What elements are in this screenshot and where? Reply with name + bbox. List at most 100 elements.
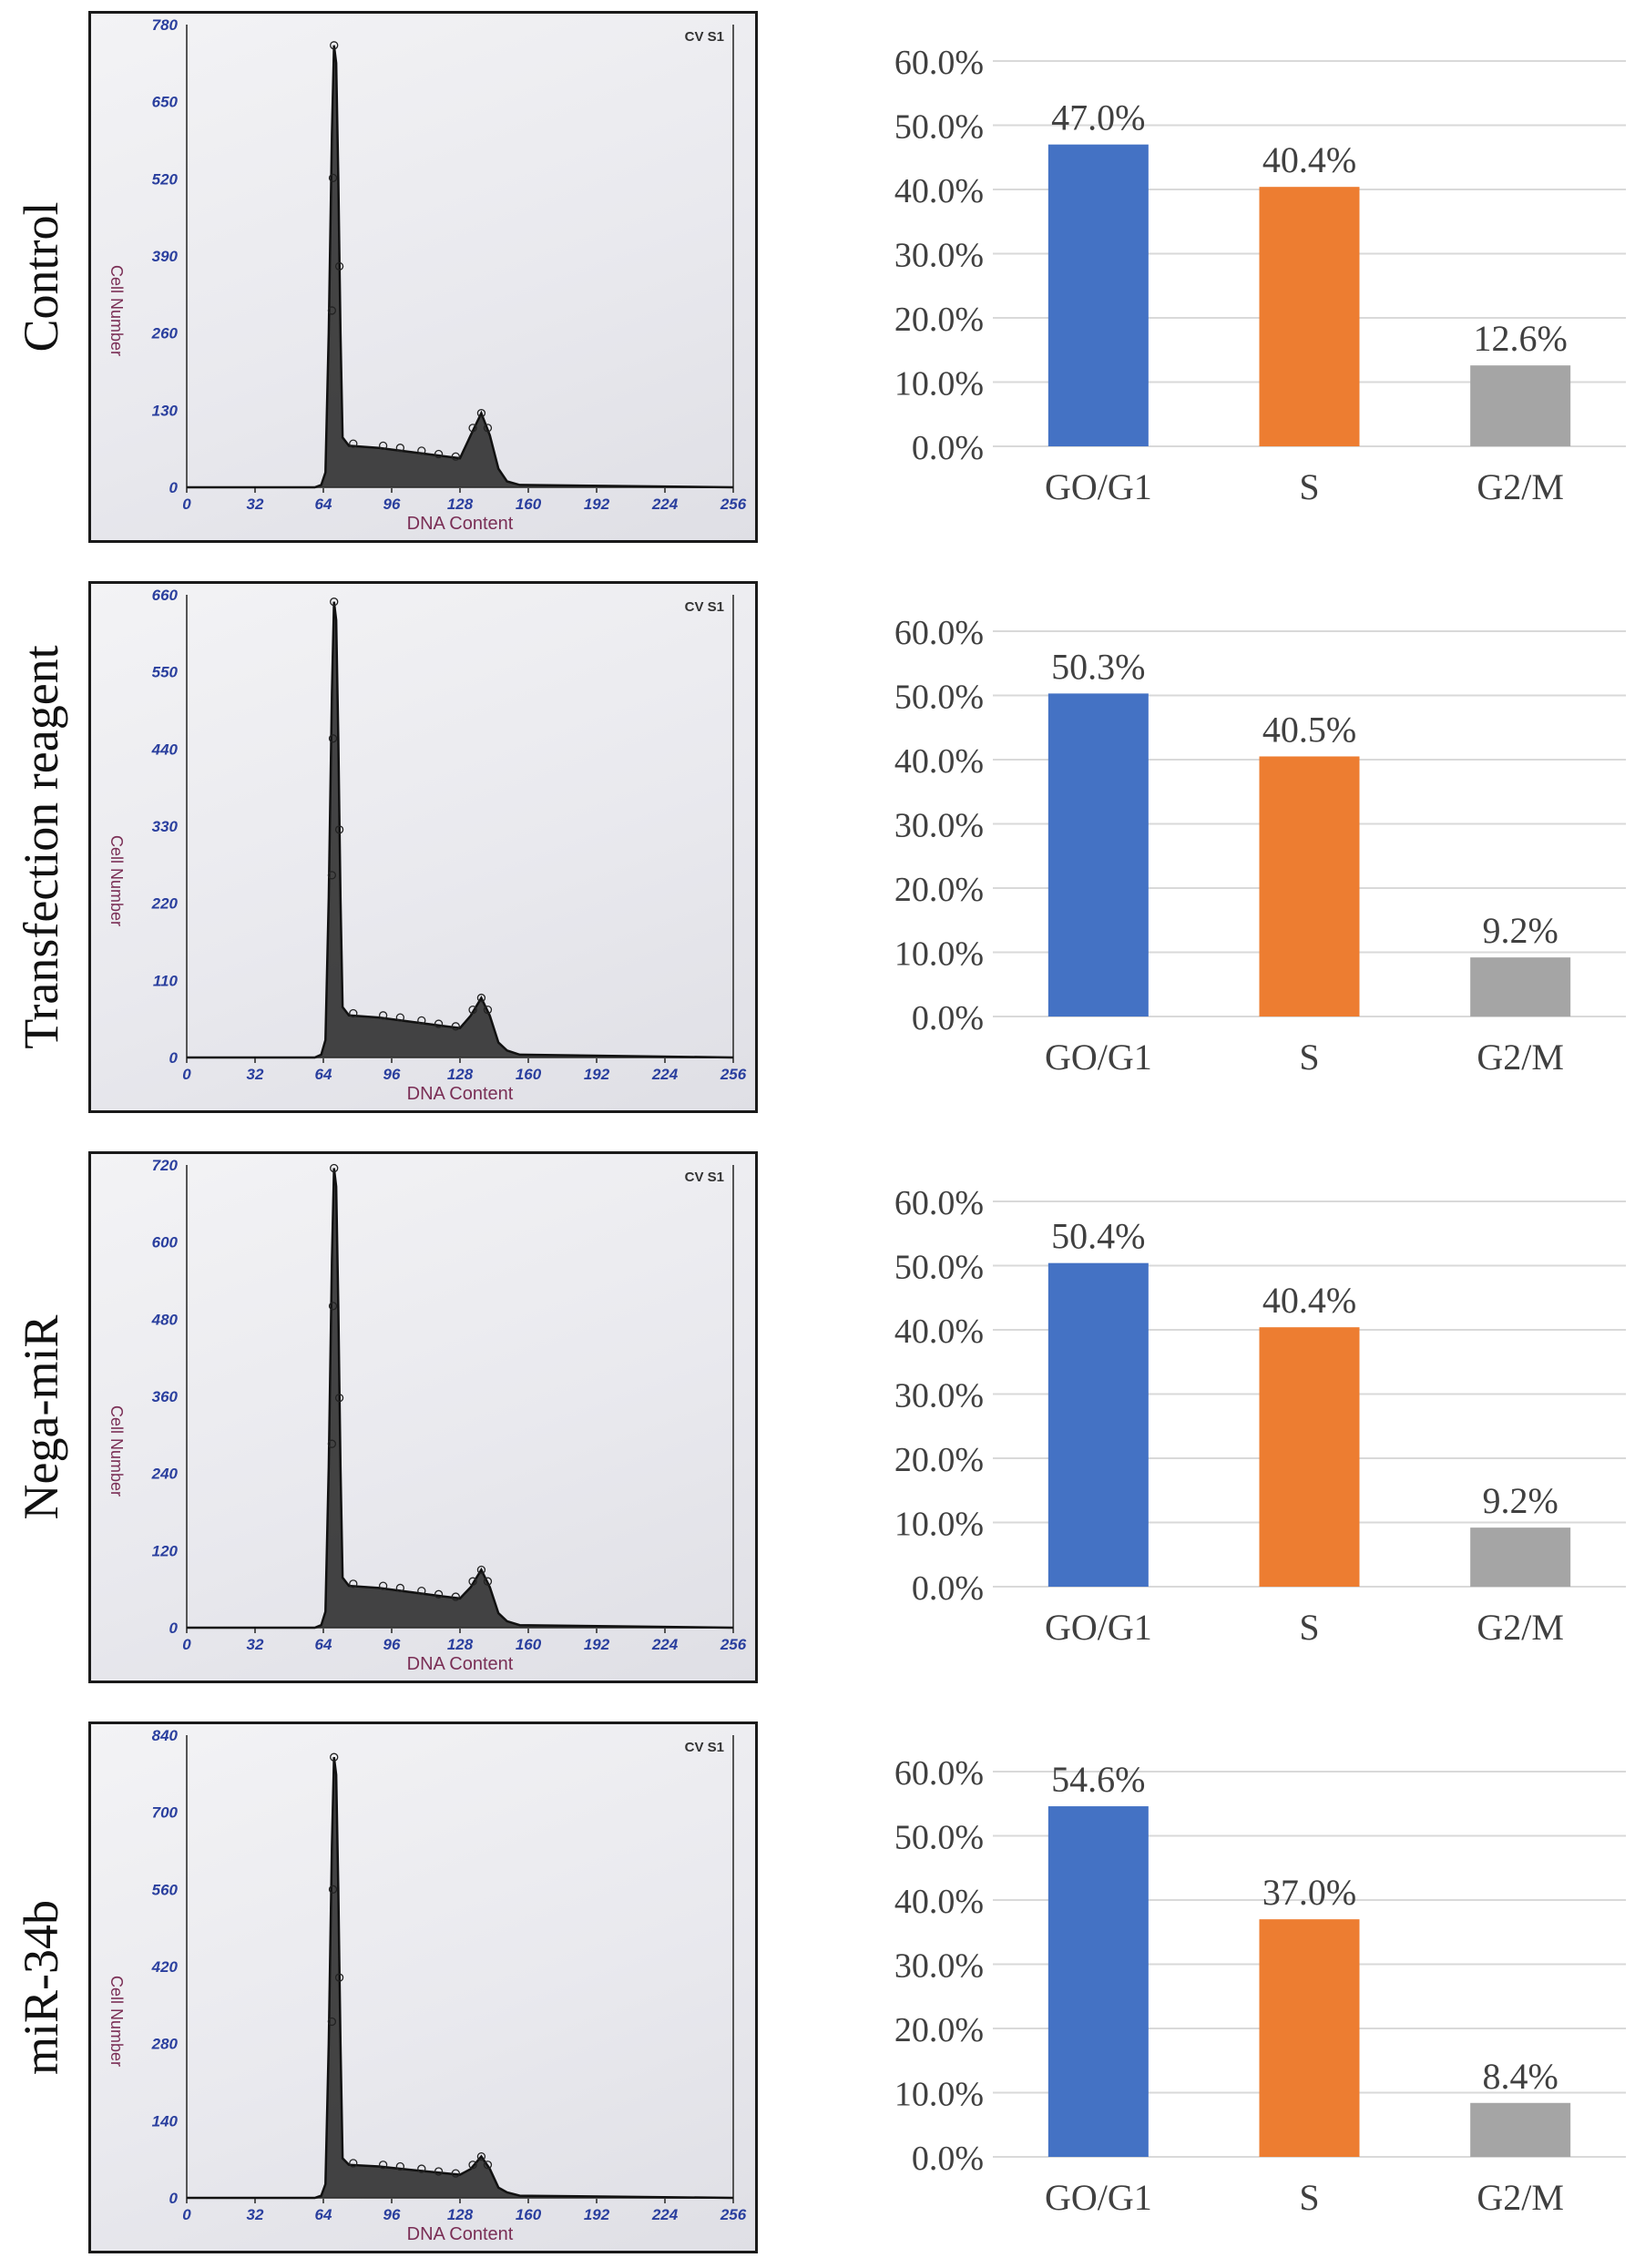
histogram-marker: [334, 825, 344, 834]
bar-go-g1: [1047, 693, 1149, 1017]
histogram-curve: [187, 1168, 734, 1629]
x-tick-label: 160: [516, 2206, 542, 2223]
histogram-marker: [417, 1016, 426, 1026]
y-tick-label: 520: [152, 170, 179, 188]
histogram-marker: [378, 2161, 388, 2170]
histogram-axes: [186, 1735, 734, 2199]
y-tick-label: 0: [169, 1049, 179, 1067]
x-tick-label: 256: [720, 1066, 747, 1083]
x-tick-label: 224: [651, 495, 679, 513]
x-tick-label: S: [1299, 466, 1319, 507]
histogram-marker: [328, 1885, 338, 1894]
bar-chart-svg: 0.0% 10.0% 20.0% 30.0% 40.0% 50.0% 60.0% 47.0% G…: [894, 44, 1626, 507]
x-tick-label: 128: [447, 1636, 474, 1653]
histogram-marker: [378, 1011, 388, 1020]
y-tick-label: 650: [152, 94, 179, 111]
histogram-axes: [186, 595, 734, 1058]
x-tick-label: 32: [247, 2206, 264, 2223]
y-tick-label: 10.0%: [894, 2076, 984, 2114]
y-tick-label: 130: [152, 402, 179, 419]
x-tick-label: 0: [182, 495, 191, 513]
histogram-marker: [349, 1008, 358, 1018]
y-tick-label: 0.0%: [912, 999, 984, 1037]
x-tick-label: S: [1299, 1607, 1319, 1648]
x-tick-label: 96: [383, 2206, 401, 2223]
histogram-marker: [395, 2161, 405, 2171]
x-tick-label: 256: [720, 2206, 747, 2223]
y-tick-label: 360: [152, 1388, 179, 1405]
x-tick-label: S: [1299, 1037, 1319, 1078]
corner-label: CV S1: [685, 29, 724, 45]
histogram-marker: [349, 2159, 358, 2168]
x-tick-label: 192: [584, 1636, 610, 1653]
y-tick-label: 20.0%: [894, 871, 984, 909]
x-tick-label: 96: [383, 1066, 401, 1083]
histogram-marker: [451, 1592, 460, 1601]
histogram-marker: [417, 1586, 426, 1596]
x-axis-title: DNA Content: [407, 2224, 514, 2244]
y-tick-label: 220: [151, 895, 179, 913]
histogram-marker: [395, 1583, 405, 1593]
data-label: 40.5%: [1262, 709, 1356, 750]
data-label: 9.2%: [1483, 1480, 1558, 1521]
histogram-curve: [187, 601, 734, 1059]
y-tick-label: 30.0%: [894, 1377, 984, 1415]
x-tick-label: 128: [447, 495, 474, 513]
data-label: 50.4%: [1051, 1216, 1145, 1257]
y-tick-label: 330: [152, 818, 179, 835]
y-tick-label: 0.0%: [912, 429, 984, 467]
corner-label: CV S1: [685, 599, 724, 615]
histogram-marker: [451, 1022, 460, 1031]
row-label-text: Transfection reagent: [14, 645, 68, 1049]
histogram-marker: [328, 173, 338, 183]
row-label-text: Control: [14, 201, 68, 352]
x-axis-title: DNA Content: [407, 514, 514, 534]
x-tick-label: 0: [182, 2206, 191, 2223]
bar-go-g1: [1047, 1262, 1149, 1587]
x-tick-label: 64: [315, 1066, 332, 1083]
y-tick-label: 120: [152, 1542, 179, 1559]
x-tick-label: G2/M: [1477, 1607, 1564, 1648]
histogram-curve: [187, 1757, 734, 2200]
y-tick-label: 840: [152, 1727, 179, 1744]
histogram-marker: [483, 2161, 493, 2170]
y-tick-label: 660: [152, 587, 179, 604]
y-tick-label: 50.0%: [894, 1249, 984, 1287]
row-label-nega-mir: Nega-miR: [0, 1151, 82, 1683]
data-label: 54.6%: [1051, 1759, 1145, 1800]
y-tick-label: 30.0%: [894, 807, 984, 845]
x-tick-label: 32: [247, 1636, 264, 1653]
histogram-marker: [328, 734, 338, 743]
bar-g2-m: [1470, 957, 1571, 1017]
y-tick-label: 20.0%: [894, 301, 984, 339]
bar-chart-panel: 0.0% 10.0% 20.0% 30.0% 40.0% 50.0% 60.0% 50.3% G…: [870, 581, 1635, 1113]
histogram-marker: [476, 1565, 486, 1575]
y-tick-label: 60.0%: [894, 44, 984, 82]
y-tick-label: 780: [152, 16, 179, 34]
x-tick-label: 224: [651, 1066, 679, 1083]
histogram-axes: [186, 25, 734, 488]
histogram-marker: [327, 871, 337, 880]
x-tick-label: 128: [447, 1066, 474, 1083]
y-tick-label: 0: [169, 2190, 179, 2207]
histogram-marker: [434, 2167, 444, 2176]
y-tick-label: 0: [169, 1619, 179, 1637]
x-axis-title: DNA Content: [407, 1084, 514, 1104]
histogram-marker: [395, 444, 405, 453]
x-tick-label: 192: [584, 2206, 610, 2223]
y-tick-label: 10.0%: [894, 1506, 984, 1544]
histogram-marker: [434, 1019, 444, 1028]
y-tick-label: 50.0%: [894, 1819, 984, 1857]
bar-chart-svg: 0.0% 10.0% 20.0% 30.0% 40.0% 50.0% 60.0% 50.4% G…: [894, 1184, 1626, 1648]
histogram-marker: [334, 1394, 344, 1403]
bar-s: [1259, 756, 1360, 1017]
histogram-marker: [483, 424, 493, 433]
y-tick-label: 40.0%: [894, 172, 984, 210]
y-tick-label: 560: [152, 1881, 179, 1898]
x-tick-label: 224: [651, 1636, 679, 1653]
x-tick-label: 224: [651, 2206, 679, 2223]
y-tick-label: 60.0%: [894, 1184, 984, 1222]
x-tick-label: 128: [447, 2206, 474, 2223]
y-tick-label: 0: [169, 479, 179, 496]
y-tick-label: 140: [152, 2112, 179, 2130]
